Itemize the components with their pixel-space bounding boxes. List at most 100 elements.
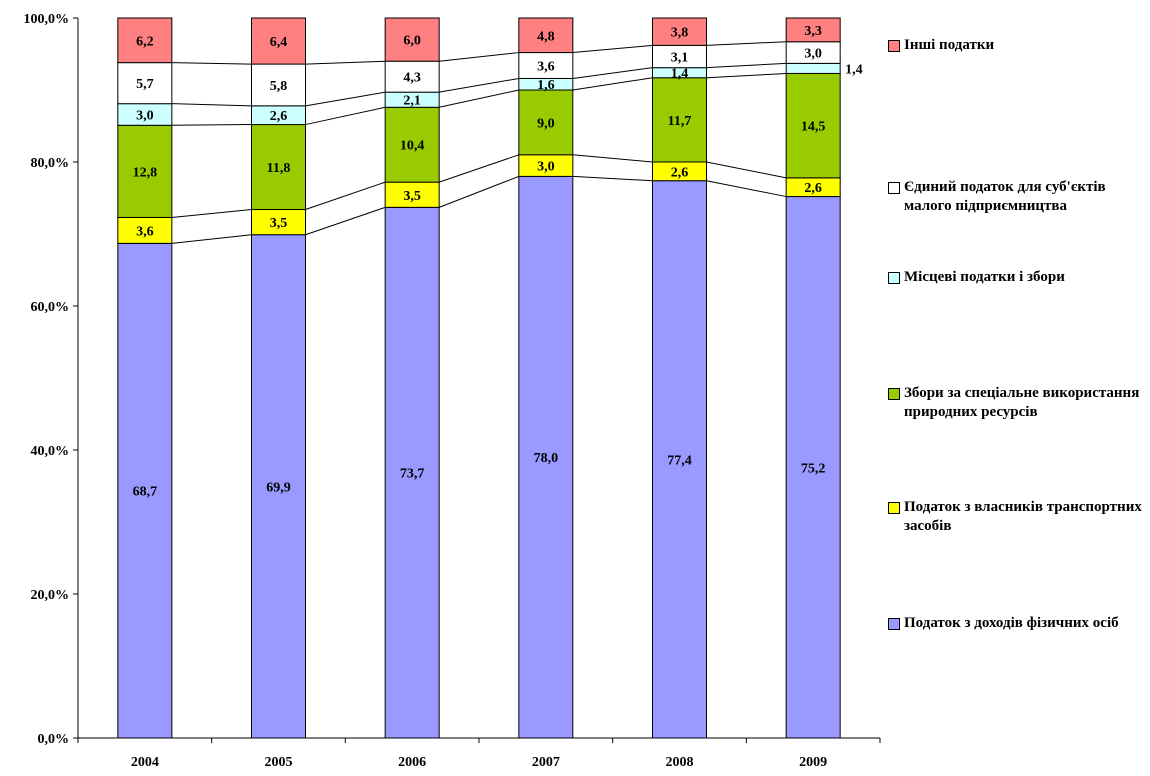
bar-segment <box>251 124 306 211</box>
data-label: 78,0 <box>534 451 559 466</box>
legend-swatch <box>888 502 900 514</box>
data-label: 6,0 <box>403 34 421 49</box>
bar-segment <box>518 17 574 54</box>
series-line <box>171 124 252 126</box>
legend-item: Інші податки <box>888 36 1144 55</box>
x-tick-label: 2006 <box>398 755 426 770</box>
series-line <box>305 91 386 107</box>
x-tick-label: 2008 <box>666 755 694 770</box>
y-tick-label: 20,0% <box>31 588 70 603</box>
y-tick-label: 0,0% <box>38 732 70 747</box>
bar-segment <box>518 89 574 156</box>
y-tick-label: 40,0% <box>31 444 70 459</box>
bar-segment <box>251 209 306 236</box>
data-label: 3,3 <box>804 24 822 39</box>
legend-label: Збори за спеціальне використання природн… <box>904 385 1140 420</box>
series-line <box>706 41 787 46</box>
data-label: 3,5 <box>403 189 421 204</box>
series-line <box>439 52 519 62</box>
series-line <box>706 161 787 179</box>
bar-segment <box>384 17 440 62</box>
bar-segment <box>518 52 574 79</box>
x-tick-label: 2007 <box>532 755 560 770</box>
bar-segment <box>785 72 841 179</box>
bar-segment <box>117 124 173 218</box>
data-label: 3,6 <box>537 60 555 75</box>
series-line <box>572 175 653 182</box>
data-label: 6,2 <box>136 34 154 49</box>
bar-segment <box>251 17 306 65</box>
data-label: 68,7 <box>133 485 158 500</box>
legend-swatch <box>888 618 900 630</box>
chart-legend: Інші податки Єдиний податок для суб'єктів… <box>888 0 1150 771</box>
legend-item: Збори за спеціальне використання природн… <box>888 384 1144 422</box>
data-label: 3,0 <box>136 108 154 123</box>
data-label: 2,6 <box>804 181 822 196</box>
bar-segment <box>785 62 841 74</box>
bar-segment <box>652 77 707 163</box>
series-line <box>706 62 787 69</box>
data-label: 5,7 <box>136 77 154 92</box>
series-line <box>439 89 519 108</box>
series-line <box>305 206 386 236</box>
data-label: 14,5 <box>801 120 826 135</box>
data-label: 1,6 <box>537 78 555 93</box>
data-label: 3,5 <box>270 216 288 231</box>
legend-swatch <box>888 272 900 284</box>
data-label: 75,2 <box>801 461 826 476</box>
y-tick-label: 80,0% <box>31 156 70 171</box>
x-tick-label: 2009 <box>799 755 827 770</box>
legend-swatch <box>888 182 900 194</box>
series-line <box>706 180 787 198</box>
bar-segment <box>251 234 306 739</box>
data-label: 9,0 <box>537 116 555 131</box>
legend-item: Податок з власників транспортних засобів <box>888 498 1144 536</box>
data-label: 11,7 <box>668 114 692 129</box>
series-line <box>305 106 386 126</box>
legend-swatch <box>888 40 900 52</box>
data-label: 2,6 <box>671 165 689 180</box>
y-tick-label: 60,0% <box>31 300 70 315</box>
bar-segment <box>384 206 440 739</box>
data-label: 4,3 <box>403 71 421 86</box>
bar-segment <box>384 60 440 93</box>
series-line <box>305 181 386 210</box>
data-label: 1,4 <box>671 67 689 82</box>
data-label: 10,4 <box>400 139 425 154</box>
data-label: 5,8 <box>270 79 288 94</box>
data-label: 3,8 <box>671 26 689 41</box>
series-line <box>439 77 519 93</box>
data-label: 3,6 <box>136 224 154 239</box>
bar-segment <box>384 106 440 183</box>
series-line <box>438 175 520 208</box>
series-line <box>439 154 519 183</box>
series-line <box>171 62 252 65</box>
legend-label: Єдиний податок для суб'єктів малого підп… <box>904 179 1106 214</box>
data-label: 3,0 <box>537 160 555 175</box>
series-line <box>572 44 653 54</box>
series-line <box>171 209 252 218</box>
data-label: 73,7 <box>400 467 425 482</box>
series-line <box>706 72 787 79</box>
x-tick-label: 2004 <box>131 755 159 770</box>
data-label: 3,1 <box>671 51 689 66</box>
legend-label: Інші податки <box>904 37 995 53</box>
x-tick-label: 2005 <box>265 755 293 770</box>
legend-label: Податок з власників транспортних засобів <box>904 499 1142 534</box>
data-label: 12,8 <box>133 165 158 180</box>
data-label: 11,8 <box>267 161 291 176</box>
bar-segment <box>117 216 173 244</box>
legend-item: Місцеві податки і збори <box>888 268 1144 287</box>
legend-swatch <box>888 388 900 400</box>
data-label: 77,4 <box>667 453 692 468</box>
bar-segment <box>518 175 574 739</box>
bar-segment <box>117 17 173 64</box>
data-label: 2,1 <box>403 94 421 109</box>
bar-segment <box>785 196 841 739</box>
bar-segment <box>384 181 440 208</box>
bar-segment <box>652 17 707 46</box>
legend-label: Місцеві податки і збори <box>904 269 1065 285</box>
series-line <box>572 67 653 79</box>
data-label: 1,4 <box>845 62 863 77</box>
